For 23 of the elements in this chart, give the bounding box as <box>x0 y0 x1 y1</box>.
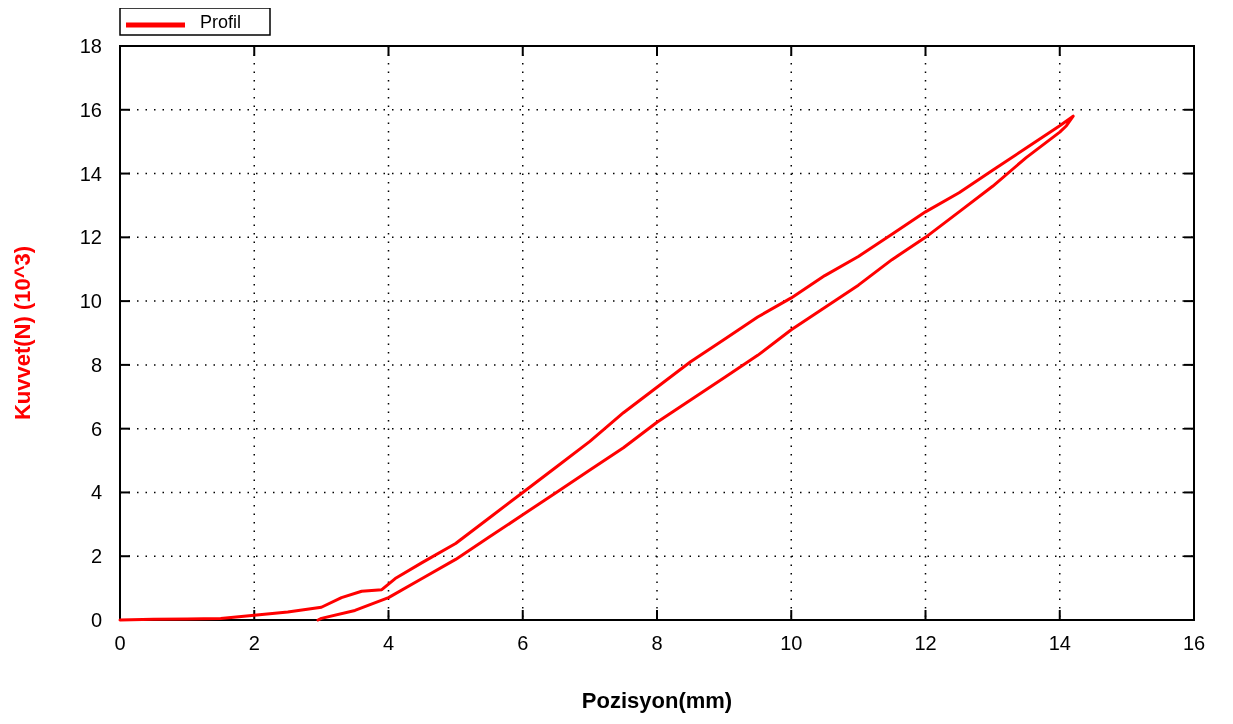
y-tick-label: 12 <box>79 226 102 249</box>
x-axis-title: Pozisyon(mm) <box>581 688 733 713</box>
y-tick-label: 10 <box>79 290 102 313</box>
y-tick-label: 4 <box>90 481 102 504</box>
legend-label: Profil <box>200 12 242 32</box>
x-tick-label: 0 <box>114 632 126 654</box>
line-series <box>118 114 1075 622</box>
x-tick-label: 16 <box>1182 632 1206 654</box>
y-tick-label: 14 <box>79 162 102 185</box>
y-axis-title: Kuvvet(N) (10^3) <box>10 245 35 421</box>
y-tick-label: 18 <box>79 35 102 57</box>
x-tick-label: 4 <box>382 632 395 654</box>
y-tick-label: 8 <box>90 353 102 376</box>
x-tick-label: 2 <box>248 632 260 654</box>
x-tick-label: 14 <box>1048 632 1071 654</box>
y-tick-label: 16 <box>79 98 102 121</box>
y-tick-label: 0 <box>90 609 102 631</box>
x-tick-label: 12 <box>914 632 937 654</box>
x-tick-label: 8 <box>651 632 663 654</box>
x-tick-label: 6 <box>517 632 529 654</box>
y-tick-label: 6 <box>90 417 102 440</box>
x-tick-label: 10 <box>780 632 803 654</box>
y-tick-label: 2 <box>90 545 102 568</box>
